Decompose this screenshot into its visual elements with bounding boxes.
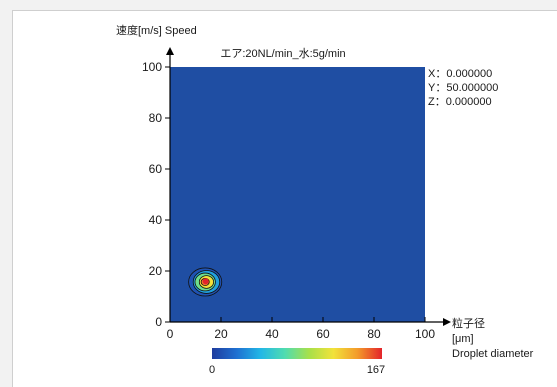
x-tick-label-0: 0 xyxy=(167,327,174,341)
y-tick-label-0: 0 xyxy=(155,315,162,329)
colorbar xyxy=(212,348,382,359)
y-axis-arrow xyxy=(166,47,174,55)
y-tick-label-40: 40 xyxy=(149,213,163,227)
peak-marker xyxy=(202,278,209,285)
x-tick-labels: 0 20 40 60 80 100 xyxy=(167,317,435,341)
readout-x: X：0.000000 xyxy=(428,68,492,80)
heatmap-hotspot xyxy=(188,267,223,297)
y-axis-label: 速度[m/s] Speed xyxy=(116,23,197,37)
readout-z: Z：0.000000 xyxy=(428,96,492,108)
colorbar-min-label: 0 xyxy=(209,364,215,376)
x-axis-label: 粒子径 [μm] Droplet diameter xyxy=(452,316,534,360)
x-axis-label-line-1: 粒子径 xyxy=(452,316,485,330)
y-tick-label-20: 20 xyxy=(149,264,163,278)
x-axis-arrow xyxy=(443,318,451,326)
x-tick-label-40: 40 xyxy=(265,327,279,341)
coordinate-readout: X：0.000000 Y：50.000000 Z：0.000000 xyxy=(428,68,498,108)
x-axis-label-line-3: Droplet diameter xyxy=(452,348,534,360)
y-tick-label-100: 100 xyxy=(142,60,162,74)
x-tick-label-60: 60 xyxy=(316,327,330,341)
y-tick-labels: 0 20 40 60 80 100 xyxy=(142,60,170,329)
chart-title: エア:20NL/min_水:5g/min xyxy=(220,47,345,60)
colorbar-max-label: 167 xyxy=(367,364,385,376)
axes xyxy=(166,47,451,326)
x-tick-label-20: 20 xyxy=(214,327,228,341)
x-axis-label-line-2: [μm] xyxy=(452,333,474,345)
x-tick-label-100: 100 xyxy=(415,327,435,341)
x-tick-label-80: 80 xyxy=(367,327,381,341)
y-tick-label-60: 60 xyxy=(149,162,163,176)
y-tick-label-80: 80 xyxy=(149,111,163,125)
readout-y: Y：50.000000 xyxy=(428,82,498,94)
